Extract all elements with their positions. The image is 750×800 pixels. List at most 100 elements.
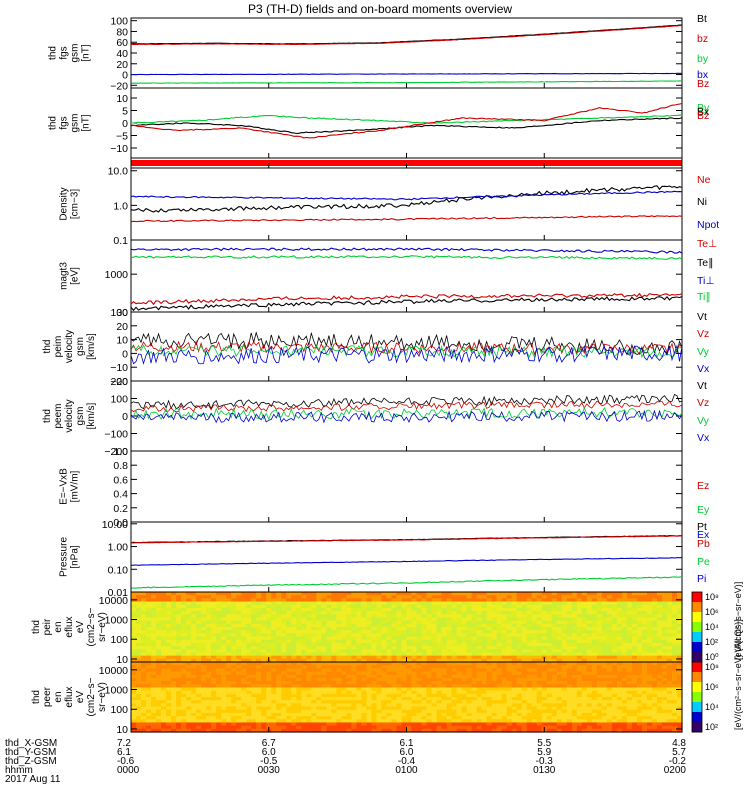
spectrogram-cell [581,668,588,673]
spectrogram-cell [151,665,157,669]
spectrogram-cell [501,611,508,615]
spectrogram-cell [501,655,508,660]
spectrogram-cell [181,709,187,714]
spectrogram-cell [431,604,438,609]
spectrogram-cell [496,722,503,727]
spectrogram-cell [531,655,538,660]
spectrogram-cell [546,703,553,708]
spectrogram-cell [231,620,237,625]
spectrogram-cell [441,636,448,641]
spectrogram-cell [336,595,342,599]
spectrogram-cell [516,595,523,599]
spectrogram-cell [531,652,538,657]
spectrogram-cell [391,633,398,638]
spectrogram-cell [581,649,588,654]
spectrogram-cell [611,633,618,638]
spectrogram-cell [561,630,568,634]
spectrogram-cell [286,684,292,689]
spectrogram-cell [596,728,603,733]
spectrogram-cell [456,665,463,669]
spectrogram-cell [611,607,618,612]
spectrogram-cell [356,636,363,641]
spectrogram-cell [181,630,187,634]
spectrogram-cell [561,668,568,673]
spectrogram-cell [446,662,453,666]
spectrogram-cell [601,630,608,634]
spectrogram-cell [171,617,177,622]
spectrogram-cell [596,684,603,689]
spectrogram-cell [231,671,237,676]
spectrogram-cell [226,674,232,679]
spectrogram-cell [311,681,317,685]
spectrogram-cell [356,728,363,733]
spectrogram-cell [426,652,433,657]
spectrogram-cell [506,709,513,714]
spectrogram-cell [456,697,463,701]
spectrogram-cell [261,709,267,714]
spectrogram-cell [636,642,643,647]
spectrogram-cell [676,649,683,654]
spectrogram-cell [246,611,252,615]
spectrogram-cell [181,604,187,609]
spectrogram-cell [601,649,608,654]
spectrogram-cell [286,674,292,679]
spectrogram-cell [446,642,453,647]
spectrogram-cell [286,690,292,695]
spectrogram-cell [161,662,167,666]
spectrogram-cell [586,595,593,599]
spectrogram-cell [481,665,488,669]
spectrogram-cell [531,598,538,603]
spectrogram-cell [406,611,413,615]
spectrogram-cell [281,697,287,701]
spectrogram-cell [636,725,643,730]
spectrogram-cell [361,639,368,644]
spectrogram-cell [476,677,483,682]
spectrogram-cell [216,598,222,603]
spectrogram-cell [586,665,593,669]
spectrogram-cell [166,712,172,717]
spectrogram-cell [311,687,317,692]
spectrogram-cell [456,719,463,724]
spectrogram-cell [631,725,638,730]
spectrogram-cell [576,671,583,676]
spectrogram-cell [476,687,483,692]
spectrogram-cell [446,598,453,603]
spectrogram-cell [316,725,322,730]
spectrogram-cell [501,598,508,603]
spectrogram-cell [586,636,593,641]
spectrogram-cell [191,665,197,669]
spectrogram-cell [546,652,553,657]
spectrogram-cell [256,665,262,669]
spectrogram-cell [321,642,327,647]
spectrogram-cell [271,706,277,711]
spectrogram-cell [586,712,593,717]
spectrogram-cell [396,677,403,682]
spectrogram-cell [166,677,172,682]
spectrogram-cell [651,703,658,708]
spectrogram-cell [551,674,558,679]
spectrogram-cell [371,642,378,647]
spectrogram-cell [511,712,518,717]
spectrogram-cell [436,716,443,720]
spectrogram-cell [546,677,553,682]
spectrogram-cell [246,646,252,650]
spectrogram-cell [376,627,383,631]
spectrogram-cell [351,646,358,650]
spectrogram-cell [406,595,413,599]
spectrogram-cell [561,693,568,698]
spectrogram-cell [601,601,608,606]
spectrogram-cell [476,668,483,673]
spectrogram-cell [236,639,242,644]
spectrogram-cell [556,709,563,714]
spectrogram-cell [471,655,478,660]
spectrogram-cell [396,725,403,730]
spectrogram-cell [441,706,448,711]
spectrogram-cell [366,633,373,638]
spectrogram-cell [266,662,272,666]
spectrogram-cell [206,627,212,631]
spectrogram-cell [221,655,227,660]
spectrogram-cell [611,652,618,657]
spectrogram-cell [651,700,658,704]
spectrogram-cell [221,668,227,673]
spectrogram-cell [656,627,663,631]
